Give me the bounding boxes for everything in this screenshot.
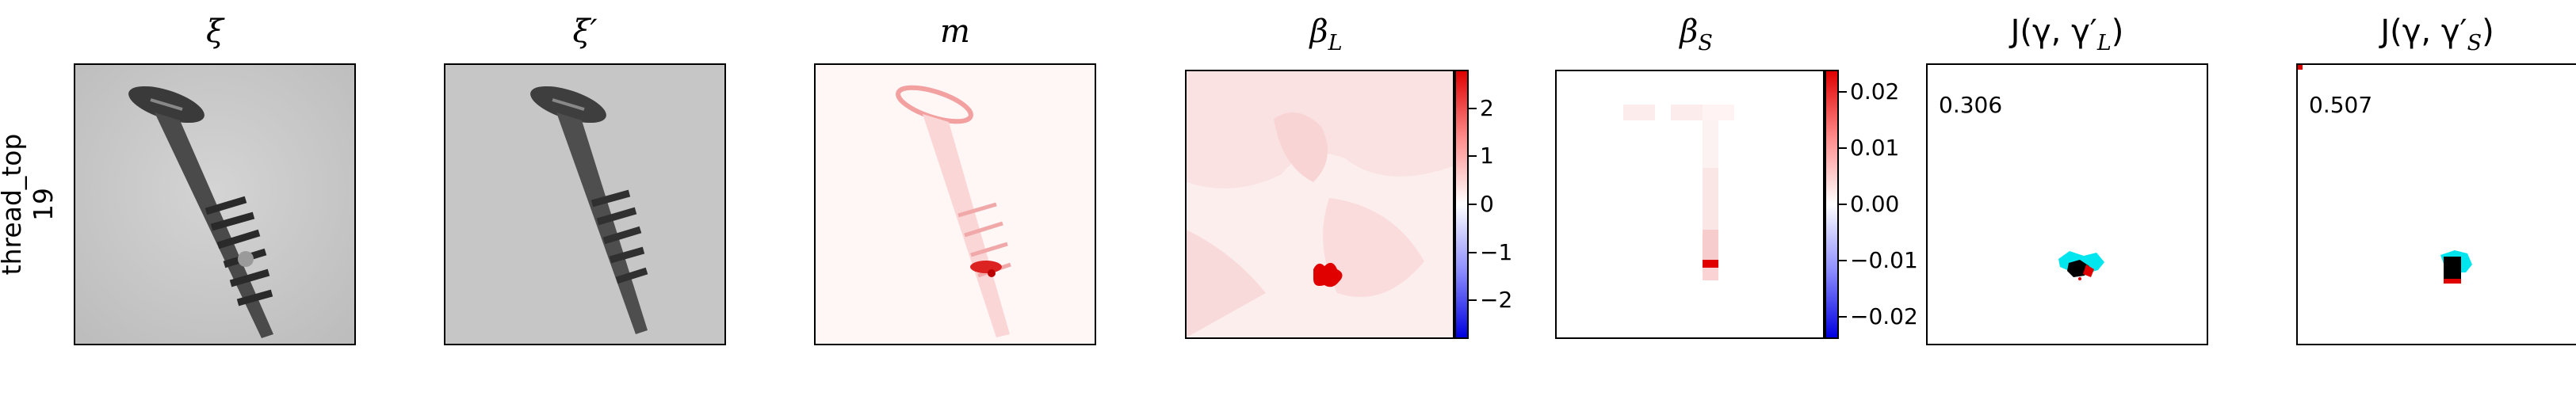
colorbar-beta-l-tick-mark [1469, 251, 1477, 253]
colorbar-beta-l-tick-label: 0 [1480, 191, 1494, 217]
row-label-index: 19 [28, 188, 59, 221]
colorbar-beta-s-tick-label: 0.00 [1850, 191, 1900, 217]
panel-title-j-gamma-l: J(γ, γ′L) [2010, 13, 2124, 55]
screw-image [75, 65, 354, 344]
panel-beta-l-map [1185, 70, 1454, 339]
panel-xi-image [74, 63, 356, 345]
colorbar-beta-l-tick-label: −1 [1480, 238, 1513, 265]
colorbar-beta-s-tick-label: 0.01 [1850, 135, 1900, 162]
jaccard-value-l: 0.306 [1939, 92, 2003, 118]
panel-title-j-gamma-s: J(γ, γ′S) [2380, 13, 2494, 55]
colorbar-beta-s-tick-mark [1839, 259, 1847, 261]
colorbar-beta-s-tick-mark [1839, 91, 1847, 93]
panel-title-xi-prime: ξ′ [572, 13, 598, 50]
colorbar-beta-s-tick-label: −0.02 [1850, 303, 1918, 329]
colorbar-beta-l-tick-mark [1469, 299, 1477, 302]
panel-title-m: m [940, 13, 970, 50]
colorbar-beta-l-tick-mark [1469, 107, 1477, 109]
colorbar-beta-s-tick-label: 0.02 [1850, 78, 1900, 105]
colorbar-beta-s-tick-mark [1839, 315, 1847, 318]
panel-title-beta-s: βS [1680, 13, 1713, 55]
screw-reconstruction-image [445, 65, 724, 344]
panel-beta-s-map [1555, 70, 1825, 339]
colorbar-beta-l-tick-mark [1469, 155, 1477, 158]
panel-j-gamma-s: 0.507 [2296, 63, 2576, 345]
overlap-overlay-s [2298, 65, 2472, 284]
colorbar-beta-s [1825, 70, 1839, 339]
row-label-class: thread_top [0, 133, 27, 276]
panel-j-gamma-l: 0.306 [1926, 63, 2208, 345]
panel-title-beta-l: βL [1309, 13, 1343, 55]
row-label: thread_top 19 [0, 63, 59, 345]
difference-map [816, 65, 1095, 344]
colorbar-beta-s-tick-mark [1839, 147, 1847, 150]
colorbar-beta-l-tick-label: 2 [1480, 94, 1494, 121]
colorbar-beta-l-tick-label: −2 [1480, 287, 1513, 314]
colorbar-beta-l-tick-mark [1469, 204, 1477, 205]
overlap-overlay-l [2058, 251, 2104, 280]
beta-s-heatmap [1557, 71, 1823, 337]
panel-xi-prime-image [444, 63, 726, 345]
panel-title-xi: ξ [205, 13, 224, 50]
jaccard-value-s: 0.507 [2309, 92, 2373, 118]
colorbar-beta-s-tick-mark [1839, 204, 1847, 205]
beta-l-heatmap [1187, 71, 1453, 337]
panel-m-map [814, 63, 1096, 345]
colorbar-beta-l [1454, 70, 1469, 339]
colorbar-beta-s-tick-label: −0.01 [1850, 246, 1918, 273]
colorbar-beta-l-tick-label: 1 [1480, 143, 1494, 169]
